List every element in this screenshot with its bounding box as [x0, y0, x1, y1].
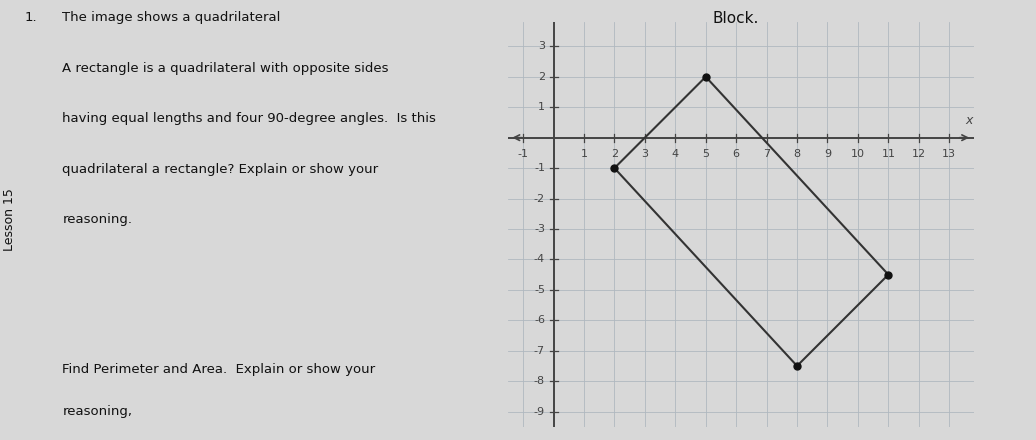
- Text: 4: 4: [671, 149, 679, 159]
- Text: 1.: 1.: [25, 11, 37, 24]
- Text: -4: -4: [534, 254, 545, 264]
- Text: -2: -2: [534, 194, 545, 204]
- Text: 7: 7: [764, 149, 770, 159]
- Text: 3: 3: [538, 41, 545, 51]
- Text: -1: -1: [534, 163, 545, 173]
- Text: 13: 13: [942, 149, 956, 159]
- Text: x: x: [966, 114, 973, 127]
- Text: Block.: Block.: [713, 11, 758, 26]
- Text: 6: 6: [732, 149, 740, 159]
- Text: 12: 12: [912, 149, 926, 159]
- Text: 8: 8: [794, 149, 801, 159]
- Text: -8: -8: [534, 376, 545, 386]
- Text: A rectangle is a quadrilateral with opposite sides: A rectangle is a quadrilateral with oppo…: [62, 62, 388, 75]
- Text: 11: 11: [882, 149, 895, 159]
- Text: reasoning.: reasoning.: [62, 213, 133, 227]
- Text: Find Perimeter and Area.  Explain or show your: Find Perimeter and Area. Explain or show…: [62, 363, 375, 376]
- Text: 10: 10: [851, 149, 865, 159]
- Text: 2: 2: [611, 149, 618, 159]
- Text: reasoning,: reasoning,: [62, 405, 133, 418]
- Text: having equal lengths and four 90-degree angles.  Is this: having equal lengths and four 90-degree …: [62, 112, 436, 125]
- Text: 1: 1: [580, 149, 587, 159]
- Text: -5: -5: [534, 285, 545, 295]
- Text: Lesson 15: Lesson 15: [3, 189, 17, 251]
- Text: -9: -9: [534, 407, 545, 417]
- Text: 3: 3: [641, 149, 649, 159]
- Text: 5: 5: [702, 149, 710, 159]
- Text: quadrilateral a rectangle? Explain or show your: quadrilateral a rectangle? Explain or sh…: [62, 163, 378, 176]
- Text: -3: -3: [534, 224, 545, 234]
- Text: 1: 1: [538, 102, 545, 112]
- Text: 9: 9: [824, 149, 831, 159]
- Text: -7: -7: [534, 346, 545, 356]
- Text: 2: 2: [538, 72, 545, 82]
- Text: -6: -6: [534, 315, 545, 325]
- Text: -1: -1: [518, 149, 528, 159]
- Text: The image shows a quadrilateral: The image shows a quadrilateral: [62, 11, 281, 24]
